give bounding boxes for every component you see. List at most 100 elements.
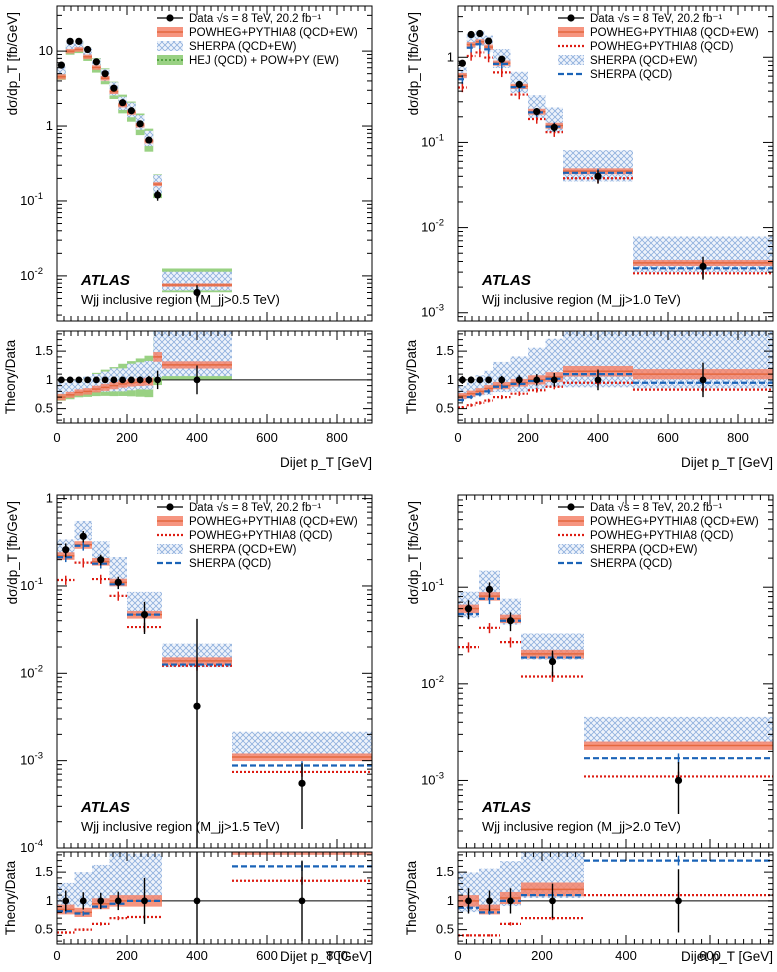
data-point	[464, 605, 473, 613]
svg-text:SHERPA (QCD): SHERPA (QCD)	[189, 558, 271, 570]
y-tick-label: 10-3	[421, 770, 444, 787]
region-label: Wjj inclusive region (M_jj>1.0 TeV)	[482, 292, 681, 307]
legend-entry-data: Data √s = 8 TeV, 20.2 fb⁻¹	[157, 12, 321, 25]
data-ratio-point	[507, 897, 514, 905]
svg-text:SHERPA (QCD+EW): SHERPA (QCD+EW)	[590, 544, 698, 556]
legend-entry-sherpa_band: SHERPA (QCD+EW)	[558, 55, 698, 67]
y-tick-label: 10-1	[421, 132, 444, 149]
data-point	[533, 108, 541, 116]
svg-text:POWHEG+PYTHIA8 (QCD+EW): POWHEG+PYTHIA8 (QCD+EW)	[189, 27, 358, 39]
y-tick-label: 10-1	[20, 191, 43, 208]
ratio-tick-label: 1.5	[436, 343, 454, 358]
data-point	[97, 556, 105, 564]
ratio-tick-label: 1	[447, 893, 454, 908]
data-ratio-point	[79, 897, 87, 905]
ratio-tick-label: 0.5	[436, 922, 454, 937]
ratio-tick-label: 1.5	[35, 864, 53, 879]
sherpa_band-bin-main	[458, 67, 467, 79]
data-ratio-point	[298, 897, 306, 905]
x-tick-label: 600	[699, 948, 721, 963]
data-point	[66, 37, 74, 45]
y-tick-label: 10-2	[421, 674, 444, 691]
legend-entry-data: Data √s = 8 TeV, 20.2 fb⁻¹	[558, 12, 722, 25]
sherpa_band-bin-main	[475, 30, 485, 46]
y-tick-label: 10-4	[20, 838, 43, 855]
sherpa_band-bin-ratio	[458, 385, 467, 400]
data-point	[136, 120, 144, 128]
data-ratio-point	[84, 376, 92, 384]
svg-text:Data √s = 8 TeV, 20.2 fb⁻¹: Data √s = 8 TeV, 20.2 fb⁻¹	[590, 501, 722, 514]
legend-entry-sherpa_band: SHERPA (QCD+EW)	[157, 544, 297, 556]
data-ratio-point	[550, 376, 558, 384]
legend-entry-powheg_band: POWHEG+PYTHIA8 (QCD+EW)	[157, 516, 358, 528]
x-tick-label: 800	[326, 430, 348, 445]
legend-entry-data: Data √s = 8 TeV, 20.2 fb⁻¹	[157, 501, 321, 514]
panel-top-right: 0 200 400 600 800 10-3 10-2 10-1 1 0.5 1 1.5 dσ/dp_T…	[404, 5, 774, 470]
data-point	[298, 779, 306, 787]
sherpa_band-bin-main	[584, 716, 773, 743]
x-tick-label: 400	[186, 430, 208, 445]
data-ratio-point	[127, 376, 135, 384]
panel-top-left: 0 200 400 600 800 10-2 10-1 1 10 0.5 1 1.5 dσ/dp_T […	[3, 5, 373, 470]
sherpa_band-bin-main	[232, 731, 372, 756]
sherpa_band-bin-ratio	[57, 382, 66, 395]
data-point	[548, 657, 557, 666]
ratio-axis-title: Theory/Data	[3, 860, 18, 935]
legend-entry-sherpa_band: SHERPA (QCD+EW)	[157, 41, 297, 53]
sherpa_band-bin-ratio	[135, 362, 145, 390]
ratio-tick-label: 1.5	[35, 343, 53, 358]
main-plot-frame	[56, 494, 373, 849]
legend-entry-sherpa_qcd: SHERPA (QCD)	[558, 558, 672, 570]
sherpa_band-bin-main	[57, 66, 66, 75]
svg-text:Data √s = 8 TeV, 20.2 fb⁻¹: Data √s = 8 TeV, 20.2 fb⁻¹	[189, 12, 321, 25]
x-tick-label: 600	[256, 948, 278, 963]
data-ratio-point	[675, 897, 682, 905]
panel-bottom-right: 0 200 400 600 10-3 10-2 10-1 0.5 1 1.5 dσ/dp_T [fb…	[404, 494, 774, 964]
data-ratio-point	[485, 376, 493, 384]
data-point	[110, 84, 118, 92]
data-ratio-point	[154, 376, 162, 384]
x-tick-label: 200	[517, 430, 539, 445]
ratio-plot-frame	[457, 330, 774, 424]
ratio-plot-frame	[56, 851, 373, 945]
legend-entry-sherpa_qcd: SHERPA (QCD)	[157, 558, 271, 570]
svg-text:HEJ (QCD) + POW+PY (EW): HEJ (QCD) + POW+PY (EW)	[189, 55, 339, 67]
data-ratio-point	[594, 376, 602, 384]
data-ratio-point	[75, 376, 83, 384]
sherpa_band-bin-ratio	[74, 379, 84, 394]
x-tick-label: 800	[326, 948, 348, 963]
data-ratio-point	[465, 897, 472, 905]
data-ratio-point	[110, 376, 118, 384]
atlas-label: ATLAS	[80, 272, 130, 289]
x-tick-label: 400	[615, 948, 637, 963]
y-tick-label: 10-1	[421, 577, 444, 594]
data-ratio-point	[467, 376, 475, 384]
sherpa_band-bin-ratio	[65, 382, 75, 395]
legend-entry-powheg_band: POWHEG+PYTHIA8 (QCD+EW)	[157, 27, 358, 39]
data-point	[57, 61, 65, 69]
svg-text:SHERPA (QCD): SHERPA (QCD)	[590, 558, 672, 570]
data-point	[145, 136, 153, 144]
y-axis-title: dσ/dp_T [fb/GeV]	[5, 12, 20, 115]
data-ratio-point	[92, 376, 100, 384]
ratio-axis-title: Theory/Data	[404, 860, 419, 935]
legend-entry-hej_band: HEJ (QCD) + POW+PY (EW)	[157, 55, 339, 67]
legend-entry-powheg_band: POWHEG+PYTHIA8 (QCD+EW)	[558, 516, 759, 528]
y-axis-title: dσ/dp_T [fb/GeV]	[406, 501, 421, 604]
y-tick-label: 10-3	[421, 303, 444, 320]
x-axis-title: Dijet p_T [GeV]	[681, 949, 773, 964]
ratio-axis-title: Theory/Data	[404, 339, 419, 414]
svg-text:POWHEG+PYTHIA8 (QCD): POWHEG+PYTHIA8 (QCD)	[189, 530, 333, 542]
svg-text:SHERPA (QCD+EW): SHERPA (QCD+EW)	[590, 55, 698, 67]
data-ratio-point	[141, 897, 148, 905]
sherpa_band-bin-ratio	[479, 868, 500, 911]
sherpa_band-bin-main	[65, 42, 75, 51]
x-tick-label: 0	[53, 430, 60, 445]
sherpa_band-bin-ratio	[83, 376, 92, 393]
legend-entry-powheg_qcd: POWHEG+PYTHIA8 (QCD)	[157, 530, 333, 542]
main-plot-frame	[457, 494, 774, 849]
data-point	[127, 107, 135, 115]
atlas-label: ATLAS	[481, 799, 531, 816]
svg-text:Data √s = 8 TeV, 20.2 fb⁻¹: Data √s = 8 TeV, 20.2 fb⁻¹	[189, 501, 321, 514]
